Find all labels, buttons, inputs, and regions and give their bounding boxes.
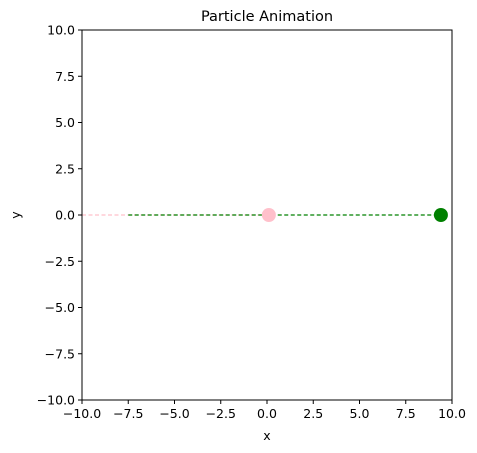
y-tick-label: 10.0 [47,23,75,38]
x-tick-label: 0.0 [257,406,277,421]
x-tick-label: 2.5 [303,406,323,421]
y-tick-label: 7.5 [55,69,75,84]
y-tick-label: −10.0 [37,393,75,408]
series-group [82,208,448,222]
series-2-particle [433,208,448,222]
y-tick-label: −5.0 [45,300,75,315]
axes: −10.0 −7.5 −5.0 −2.5 0.0 2.5 5.0 7.5 10.0 −10.0 −7… [37,23,466,422]
x-tick-label: 10.0 [438,406,466,421]
x-tick-label: −2.5 [206,406,236,421]
y-tick-label: 5.0 [55,115,75,130]
plot-area [82,208,448,222]
y-axis-label: y [8,211,23,219]
series-1-particle [261,208,276,222]
x-tick-label: −5.0 [159,406,189,421]
x-tick-label: 5.0 [350,406,370,421]
y-tick-label: −2.5 [45,254,75,269]
x-tick-label: 7.5 [396,406,416,421]
x-tick-label: −7.5 [113,406,143,421]
x-axis-label: x [263,428,270,443]
chart-title: Particle Animation [201,9,333,25]
y-tick-label: 2.5 [55,161,75,176]
x-tick-label: −10.0 [63,406,101,421]
y-tick-label: −7.5 [45,346,75,361]
y-tick-label: 0.0 [55,208,75,223]
